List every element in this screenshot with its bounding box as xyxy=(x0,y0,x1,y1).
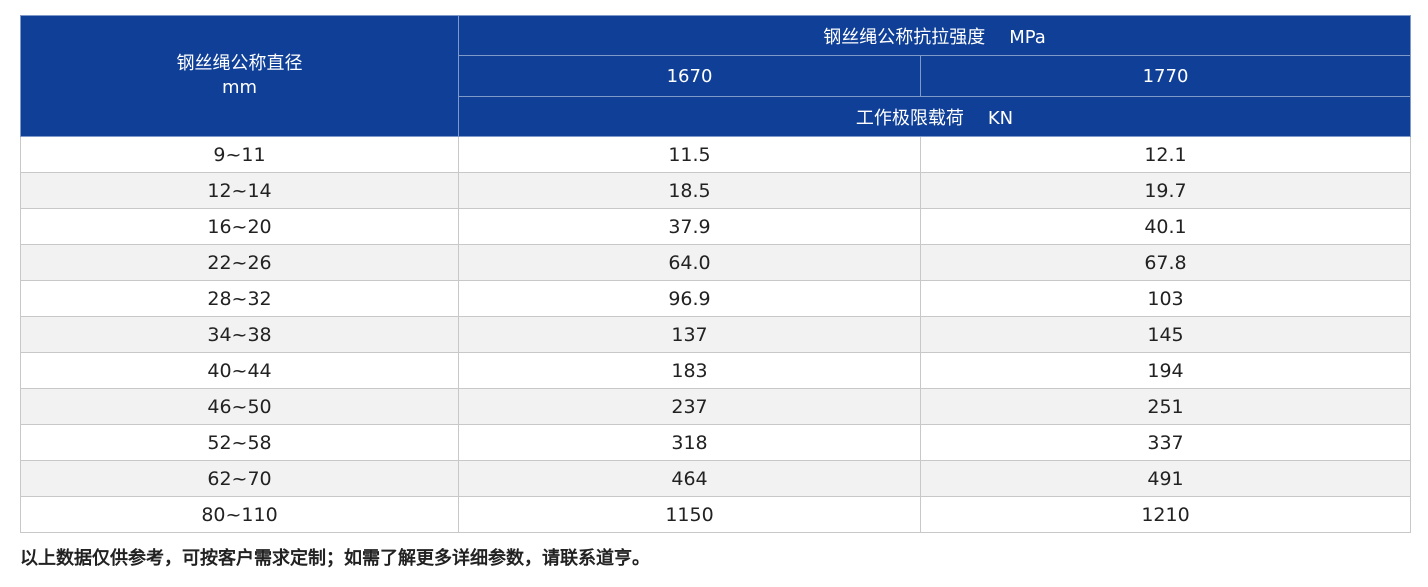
header-strength-1670: 1670 xyxy=(458,55,921,97)
cell-load-1670: 137 xyxy=(458,316,921,353)
header-load-unit: KN xyxy=(987,107,1014,129)
cell-load-1770: 40.1 xyxy=(919,208,1412,245)
cell-load-1670: 96.9 xyxy=(458,280,921,317)
table-header: 钢丝绳公称直径 mm 钢丝绳公称抗拉强度 MPa 1670 1770 工作极限载荷… xyxy=(20,15,1412,137)
table-row: 34~38 137 145 xyxy=(20,316,1412,353)
table-row: 12~14 18.5 19.7 xyxy=(20,172,1412,209)
cell-diameter: 12~14 xyxy=(20,172,459,209)
cell-load-1670: 464 xyxy=(458,460,921,497)
header-load-label: 工作极限载荷 xyxy=(855,107,964,129)
table-row: 46~50 237 251 xyxy=(20,388,1412,425)
cell-diameter: 34~38 xyxy=(20,316,459,353)
table-row: 52~58 318 337 xyxy=(20,424,1412,461)
cell-load-1770: 1210 xyxy=(919,496,1412,533)
header-load: 工作极限载荷 KN xyxy=(457,96,1412,137)
table-row: 62~70 464 491 xyxy=(20,460,1412,497)
header-strength-label: 钢丝绳公称抗拉强度 xyxy=(823,26,986,48)
cell-load-1670: 18.5 xyxy=(458,172,921,209)
cell-load-1670: 1150 xyxy=(458,496,921,533)
cell-diameter: 22~26 xyxy=(20,244,459,281)
cell-diameter: 80~110 xyxy=(20,496,459,533)
table-row: 28~32 96.9 103 xyxy=(20,280,1412,317)
cell-load-1770: 67.8 xyxy=(919,244,1412,281)
footnote: 以上数据仅供参考，可按客户需求定制；如需了解更多详细参数，请联系道亨。 xyxy=(20,548,650,569)
cell-load-1670: 183 xyxy=(458,352,921,389)
cell-load-1770: 12.1 xyxy=(919,136,1412,173)
cell-load-1770: 19.7 xyxy=(919,172,1412,209)
cell-load-1670: 64.0 xyxy=(458,244,921,281)
cell-load-1770: 337 xyxy=(919,424,1412,461)
cell-diameter: 46~50 xyxy=(20,388,459,425)
header-strength: 钢丝绳公称抗拉强度 MPa xyxy=(457,15,1412,56)
cell-load-1770: 194 xyxy=(919,352,1412,389)
cell-diameter: 40~44 xyxy=(20,352,459,389)
cell-diameter: 28~32 xyxy=(20,280,459,317)
cell-load-1770: 145 xyxy=(919,316,1412,353)
table-row: 16~20 37.9 40.1 xyxy=(20,208,1412,245)
header-strength-1770: 1770 xyxy=(919,55,1412,97)
header-diameter: 钢丝绳公称直径 mm xyxy=(20,15,459,137)
wire-rope-load-table-container: 钢丝绳公称直径 mm 钢丝绳公称抗拉强度 MPa 1670 1770 工作极限载荷… xyxy=(20,15,1412,533)
cell-diameter: 9~11 xyxy=(20,136,459,173)
table-row: 9~11 11.5 12.1 xyxy=(20,136,1412,173)
table-row: 22~26 64.0 67.8 xyxy=(20,244,1412,281)
wire-rope-load-table: 钢丝绳公称直径 mm 钢丝绳公称抗拉强度 MPa 1670 1770 工作极限载荷… xyxy=(20,15,1412,533)
table-row: 80~110 1150 1210 xyxy=(20,496,1412,533)
cell-diameter: 16~20 xyxy=(20,208,459,245)
table-row: 40~44 183 194 xyxy=(20,352,1412,389)
header-strength-unit: MPa xyxy=(1009,26,1046,48)
cell-load-1670: 237 xyxy=(458,388,921,425)
table-body: 9~11 11.5 12.1 12~14 18.5 19.7 16~20 37.9 40.1 22… xyxy=(20,136,1412,533)
header-diameter-label: 钢丝绳公称直径 xyxy=(176,53,303,74)
cell-diameter: 52~58 xyxy=(20,424,459,461)
cell-load-1770: 103 xyxy=(919,280,1412,317)
cell-load-1670: 11.5 xyxy=(458,136,921,173)
cell-diameter: 62~70 xyxy=(20,460,459,497)
cell-load-1770: 251 xyxy=(919,388,1412,425)
header-diameter-unit: mm xyxy=(221,77,258,98)
cell-load-1770: 491 xyxy=(919,460,1412,497)
cell-load-1670: 37.9 xyxy=(458,208,921,245)
cell-load-1670: 318 xyxy=(458,424,921,461)
